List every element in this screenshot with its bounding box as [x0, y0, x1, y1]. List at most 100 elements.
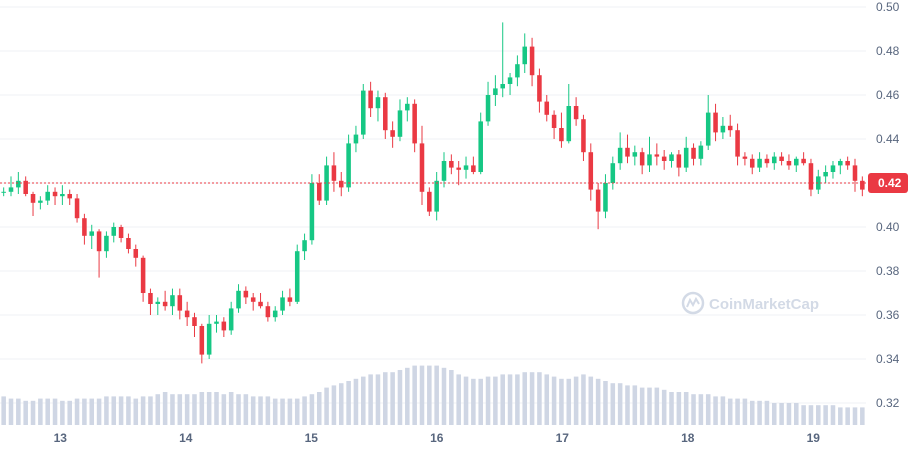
volume-bar	[794, 403, 799, 425]
candle	[581, 114, 586, 161]
candle	[30, 191, 36, 216]
volume-bar	[361, 376, 366, 425]
volume-bar	[595, 378, 601, 425]
coinmarketcap-logo-wave-icon	[686, 296, 700, 308]
candle	[104, 231, 109, 258]
candle	[74, 194, 80, 223]
candle	[727, 114, 733, 137]
candle	[199, 323, 205, 364]
volume-bar	[67, 400, 72, 425]
candle	[338, 172, 344, 197]
volume-bar	[228, 392, 234, 425]
volume-bar	[221, 394, 227, 425]
candle	[654, 143, 660, 166]
candle	[713, 103, 718, 142]
candle-body	[118, 227, 124, 238]
volume-bar	[30, 400, 36, 425]
candle-body	[412, 103, 417, 144]
volume-bar	[705, 394, 711, 425]
volume-bar	[111, 396, 117, 425]
candle-body	[735, 130, 740, 157]
volume-bar	[397, 370, 403, 425]
volume-bar	[38, 398, 43, 425]
candle	[60, 185, 65, 205]
current-price-tag-label: 0.42	[878, 176, 902, 190]
y-tick-label: 0.34	[876, 352, 900, 366]
candle	[148, 288, 153, 315]
candle	[830, 161, 836, 179]
candle-body	[500, 84, 505, 89]
volume-bar	[199, 392, 205, 425]
volume-bar	[236, 394, 241, 425]
volume-bar	[808, 405, 814, 425]
candle	[779, 152, 784, 166]
candle-body	[456, 167, 461, 170]
candle	[324, 156, 329, 205]
volume-bar	[45, 398, 50, 425]
candle	[331, 152, 337, 192]
candle-body	[140, 257, 146, 293]
candle-body	[383, 97, 388, 131]
volume-bar	[118, 396, 124, 425]
volume-bar	[89, 398, 95, 425]
candle-body	[199, 326, 205, 355]
volume-bar	[573, 376, 579, 425]
volume-bar	[265, 396, 271, 425]
candle-body	[236, 290, 241, 309]
volume-bar	[155, 394, 161, 425]
candle	[52, 187, 58, 205]
volume-bar	[845, 407, 850, 425]
volume-bar	[368, 374, 373, 425]
candle-body	[742, 156, 748, 159]
volume-bar	[852, 407, 858, 425]
candle-layer	[1, 22, 865, 364]
candle	[8, 176, 14, 197]
candle-body	[1, 191, 6, 193]
candle	[265, 301, 271, 322]
volume-bar	[353, 378, 359, 425]
candle-body	[427, 191, 432, 212]
volume-bar	[507, 374, 513, 425]
volume-bar	[104, 396, 109, 425]
candle-body	[155, 301, 161, 304]
candle-body	[272, 310, 278, 318]
candle-body	[801, 158, 806, 164]
grid-layer	[0, 6, 866, 404]
candle	[603, 174, 608, 219]
volume-bar	[830, 405, 836, 425]
candle	[507, 73, 513, 95]
volume-bar	[610, 383, 616, 425]
candle-body	[463, 165, 469, 170]
candle	[96, 229, 102, 278]
candle	[140, 255, 146, 302]
current-price-tag-bg	[868, 173, 908, 193]
volume-bar	[698, 394, 704, 425]
candle	[676, 150, 682, 177]
candle	[67, 189, 72, 205]
volume-bar	[713, 396, 718, 425]
candle	[272, 306, 278, 322]
volume-bar	[60, 400, 65, 425]
candle	[595, 183, 601, 230]
candle-body	[287, 297, 293, 302]
candle-body	[713, 112, 718, 133]
candle-body	[441, 161, 447, 181]
volume-bar	[346, 381, 351, 425]
candle	[118, 224, 124, 243]
candle-body	[749, 158, 755, 168]
volume-bar	[639, 387, 645, 425]
candle	[698, 141, 704, 166]
candle	[617, 132, 623, 170]
candle-body	[8, 187, 14, 192]
candle	[515, 55, 520, 87]
candle-body	[764, 158, 770, 164]
volume-bar	[250, 396, 256, 425]
volume-bar	[309, 394, 315, 425]
candle-body	[23, 180, 28, 194]
candle	[133, 244, 139, 267]
candle	[808, 158, 814, 197]
volume-bar	[148, 396, 153, 425]
candle-body	[419, 143, 425, 192]
candle-body	[60, 194, 65, 197]
candle	[537, 68, 542, 113]
